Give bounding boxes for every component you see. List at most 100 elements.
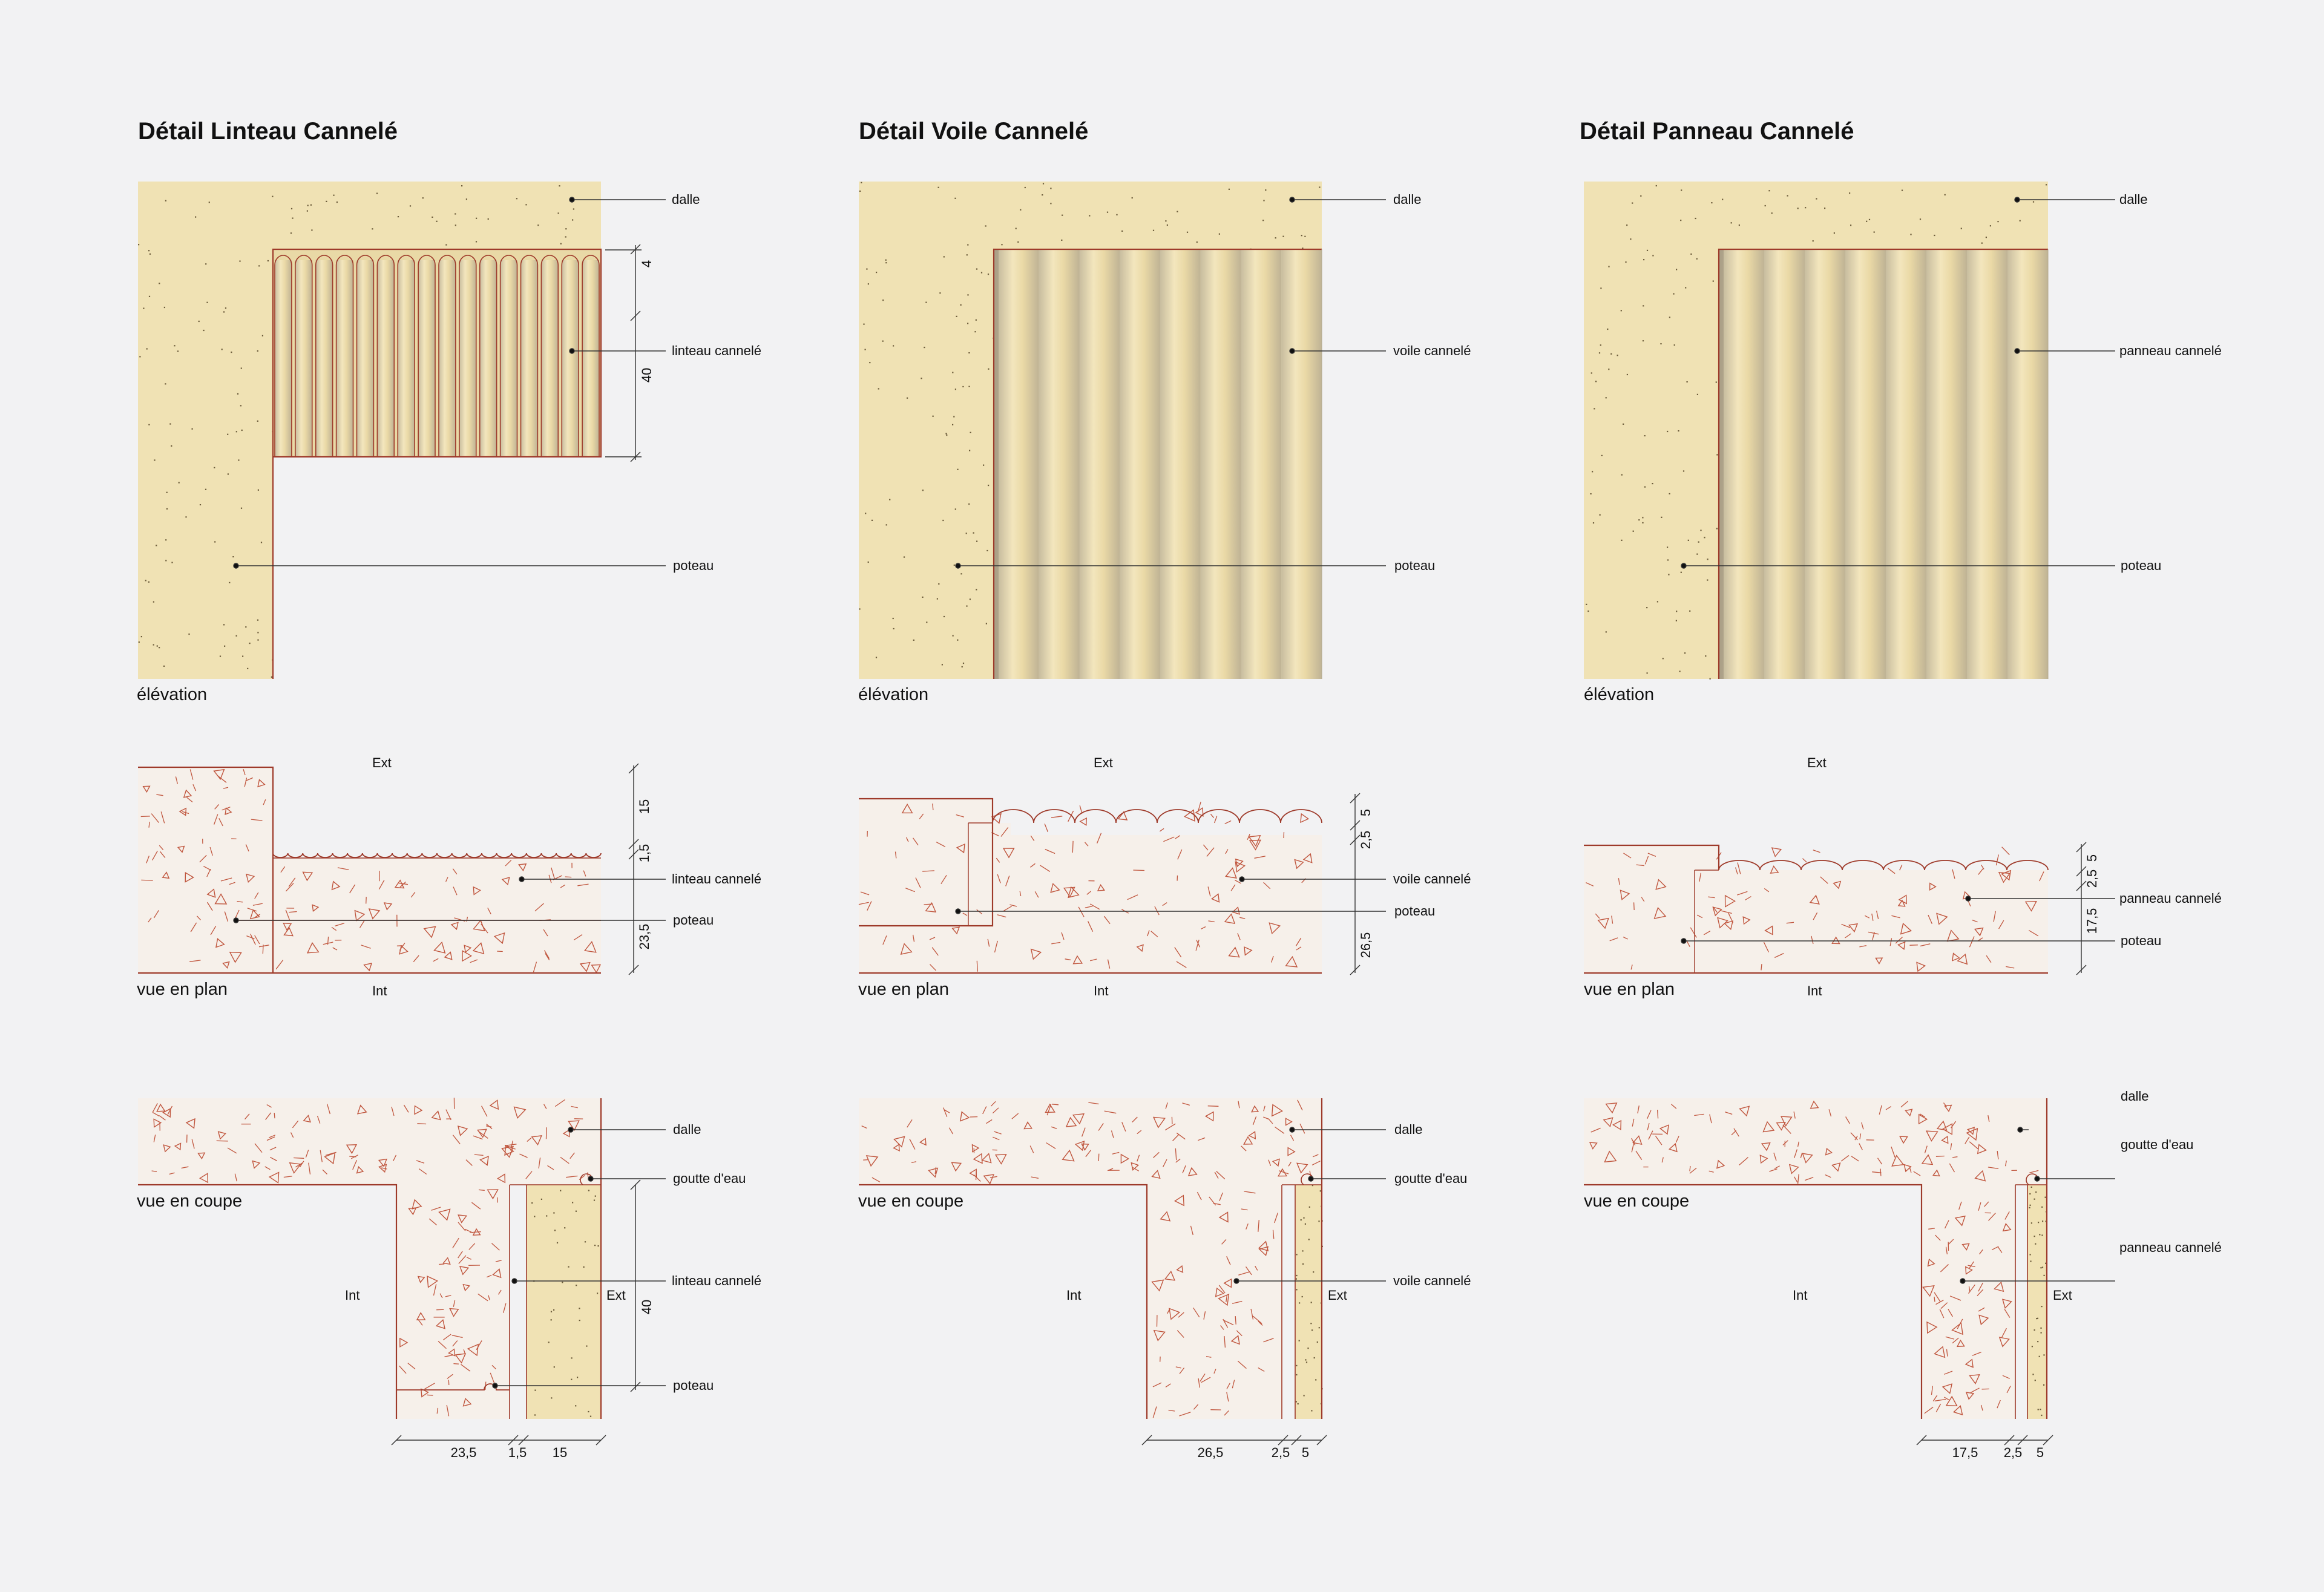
hatch-triangle xyxy=(893,1144,900,1152)
speckle-dot xyxy=(223,311,225,313)
hatch-tick xyxy=(1206,847,1215,857)
speckle-dot xyxy=(1308,1206,1310,1208)
hatch-tick xyxy=(907,1119,913,1128)
speckle-dot xyxy=(1106,211,1109,213)
view-label-section-2: vue en coupe xyxy=(858,1191,963,1211)
speckle-dot xyxy=(2041,1414,2043,1417)
hatch-tick xyxy=(1046,1142,1056,1149)
hatch-tick xyxy=(551,867,555,879)
outline-layer xyxy=(138,248,2049,1419)
hatch-tick xyxy=(1206,1355,1212,1358)
speckle-dot xyxy=(861,182,862,183)
hatch-tick xyxy=(323,942,333,945)
speckle-dot xyxy=(2040,1327,2042,1329)
speckle-dot xyxy=(1805,207,1807,209)
hatch-tick xyxy=(1019,891,1022,897)
hatch-triangle xyxy=(257,779,266,788)
dim-sec1-d: 40 xyxy=(639,1300,654,1314)
speckle-dot xyxy=(2030,1186,2032,1188)
hatch-tick xyxy=(1168,1409,1175,1412)
hatch-tick xyxy=(1086,891,1092,895)
hatch-tick xyxy=(2004,1160,2007,1167)
speckle-dot xyxy=(1673,344,1675,346)
dim-plan2-c: 26,5 xyxy=(1358,932,1373,958)
hatch-triangle xyxy=(1620,889,1630,900)
section-1-bottom-return xyxy=(396,1383,510,1391)
hatch-tick xyxy=(466,917,468,922)
section-1-cladding xyxy=(527,1185,601,1419)
hatch-tick xyxy=(1972,1351,1981,1356)
hatch-tick xyxy=(1137,1130,1142,1135)
speckle-dot xyxy=(257,639,259,641)
speckle-dot xyxy=(1667,546,1669,548)
speckle-dot xyxy=(156,645,158,647)
hatch-tick xyxy=(468,1243,476,1250)
hatch-tick xyxy=(1221,1239,1227,1245)
hatch-tick xyxy=(1009,904,1017,907)
hatch-triangle xyxy=(919,1138,927,1146)
hatch-tick xyxy=(206,869,211,877)
lintel-flute-outline xyxy=(397,255,415,457)
hatch-triangle xyxy=(1210,893,1220,903)
speckle-dot xyxy=(1305,1359,1307,1361)
speckle-dot xyxy=(2034,1236,2035,1237)
hatch-tick xyxy=(554,1099,565,1107)
speckle-dot xyxy=(178,482,180,483)
hatch-triangle xyxy=(199,1173,209,1184)
lintel-flute xyxy=(377,260,395,457)
hatch-tick xyxy=(1828,1109,1832,1117)
hatch-tick xyxy=(1263,1106,1265,1112)
hatch-tick xyxy=(1854,1135,1858,1141)
hatch-tick xyxy=(1197,801,1201,813)
speckle-dot xyxy=(1632,202,1633,204)
hatch-tick xyxy=(439,1293,443,1299)
hatch-tick xyxy=(1735,867,1738,874)
hatch-triangle xyxy=(423,926,436,938)
hatch-tick xyxy=(1944,1371,1953,1375)
hatch-tick xyxy=(245,1113,250,1120)
hatch-triangle xyxy=(1994,1281,2004,1292)
hatch-triangle xyxy=(1831,936,1840,945)
hatch-triangle xyxy=(518,863,527,872)
hatch-tick xyxy=(931,947,939,956)
speckle-dot xyxy=(1296,1364,1298,1366)
hatch-triangle xyxy=(1152,1116,1166,1128)
hatch-tick xyxy=(210,925,217,935)
speckle-dot xyxy=(2043,1354,2045,1356)
hatch-triangle xyxy=(1965,1392,1975,1400)
speckle-dot xyxy=(575,1405,577,1407)
hatch-tick xyxy=(254,935,260,945)
speckle-dot xyxy=(2041,1306,2043,1308)
speckle-dot xyxy=(165,560,167,562)
hatch-tick xyxy=(1733,1128,1739,1137)
hatch-tick xyxy=(1031,1176,1039,1179)
hatch-tick xyxy=(1255,1265,1258,1271)
hatch-tick xyxy=(1207,1106,1219,1107)
hatch-tick xyxy=(292,1120,299,1128)
hatch-tick xyxy=(543,950,550,959)
hatch-tick xyxy=(1861,1122,1864,1130)
speckle-dot xyxy=(1934,234,1935,237)
speckle-dot xyxy=(1646,249,1649,251)
speckle-dot xyxy=(867,283,869,285)
hatch-tick xyxy=(1900,1101,1908,1108)
hatch-tick xyxy=(1932,1395,1938,1401)
hatch-tick xyxy=(982,1106,987,1115)
speckle-dot xyxy=(954,197,956,199)
speckle-dot xyxy=(878,388,879,390)
speckle-dot xyxy=(941,664,943,666)
hatch-tick xyxy=(458,1255,467,1264)
hatch-tick xyxy=(519,1153,528,1158)
hatch-tick xyxy=(1258,1220,1259,1232)
speckle-dot xyxy=(572,1202,574,1204)
speckle-dot xyxy=(597,1292,599,1294)
hatch-triangle xyxy=(455,1353,467,1364)
dim-sec2-a: 26,5 xyxy=(1198,1445,1224,1460)
hatch-tick xyxy=(1641,897,1645,902)
hatch-triangle xyxy=(1961,1243,1970,1251)
speckle-dot xyxy=(1661,516,1663,518)
dim-plan3-a: 2,5 xyxy=(2084,870,2099,888)
hatch-tick xyxy=(1172,1134,1180,1141)
speckle-dot xyxy=(2032,201,2035,203)
speckle-dot xyxy=(924,347,925,349)
